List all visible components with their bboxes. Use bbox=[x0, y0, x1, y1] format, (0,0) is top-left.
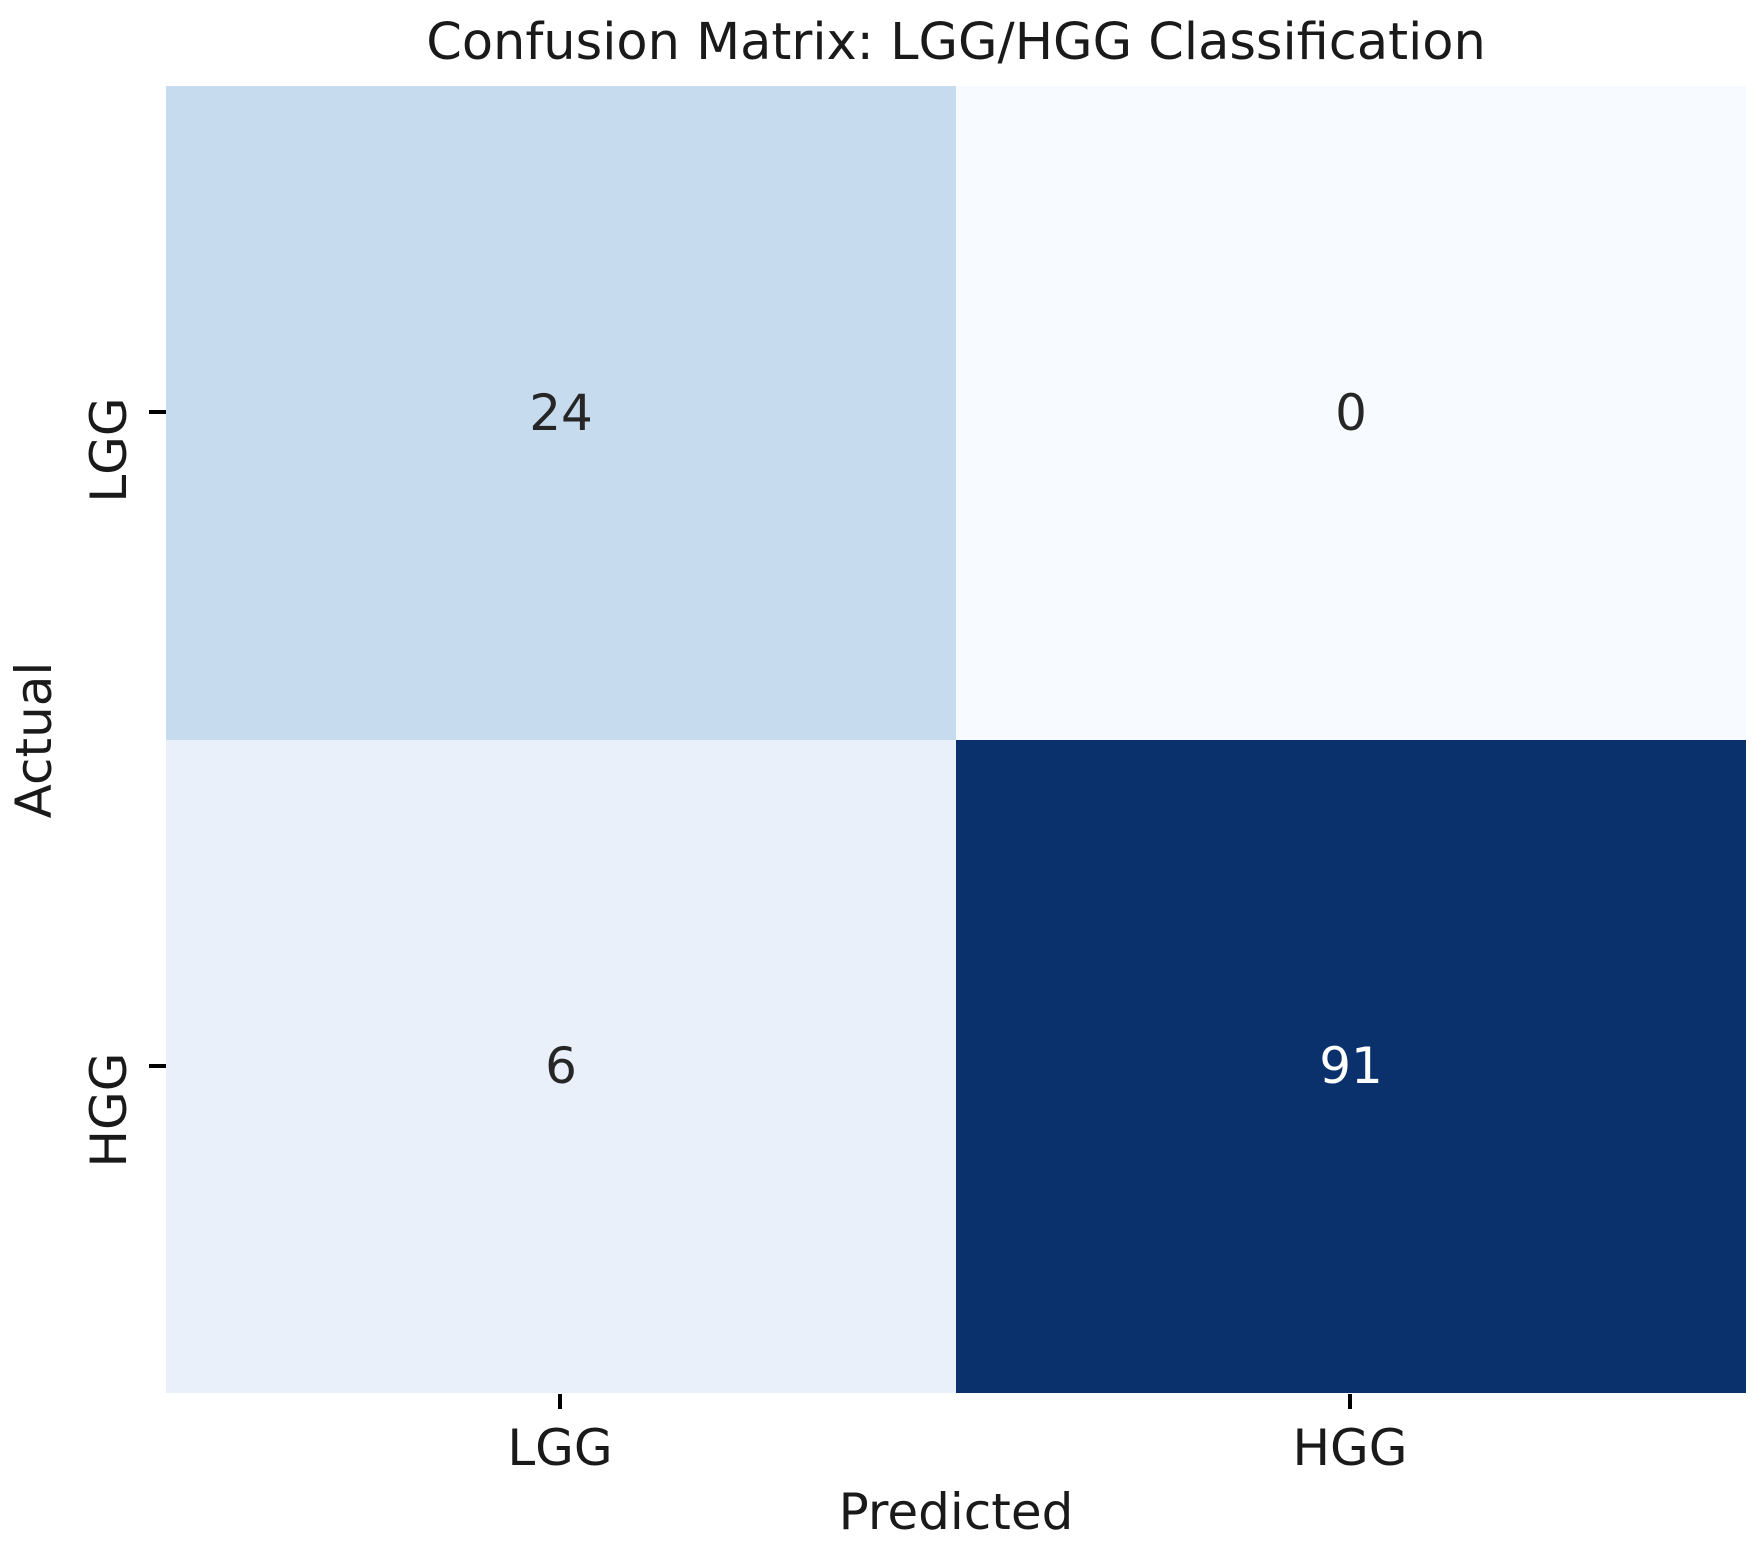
matrix-cell-actual-lgg-pred-lgg: 24 bbox=[166, 86, 956, 740]
x-tick-label-hgg: HGG bbox=[1292, 1419, 1408, 1477]
x-tick-label-lgg: LGG bbox=[507, 1419, 613, 1477]
matrix-cell-actual-hgg-pred-lgg: 6 bbox=[166, 739, 956, 1393]
y-tick-mark-lgg bbox=[149, 410, 166, 414]
x-axis-label: Predicted bbox=[838, 1483, 1074, 1541]
heatmap-grid: 24 0 6 91 bbox=[166, 86, 1746, 1393]
y-tick-label-hgg: HGG bbox=[80, 1052, 138, 1168]
matrix-cell-actual-lgg-pred-hgg: 0 bbox=[956, 86, 1746, 740]
chart-title: Confusion Matrix: LGG/HGG Classification bbox=[426, 12, 1486, 72]
x-tick-mark-hgg bbox=[1348, 1394, 1352, 1409]
x-tick-mark-lgg bbox=[558, 1394, 562, 1409]
y-tick-mark-hgg bbox=[149, 1064, 166, 1068]
y-tick-label-lgg: LGG bbox=[80, 397, 138, 503]
y-axis-label: Actual bbox=[5, 661, 63, 819]
matrix-cell-actual-hgg-pred-hgg: 91 bbox=[956, 739, 1746, 1393]
